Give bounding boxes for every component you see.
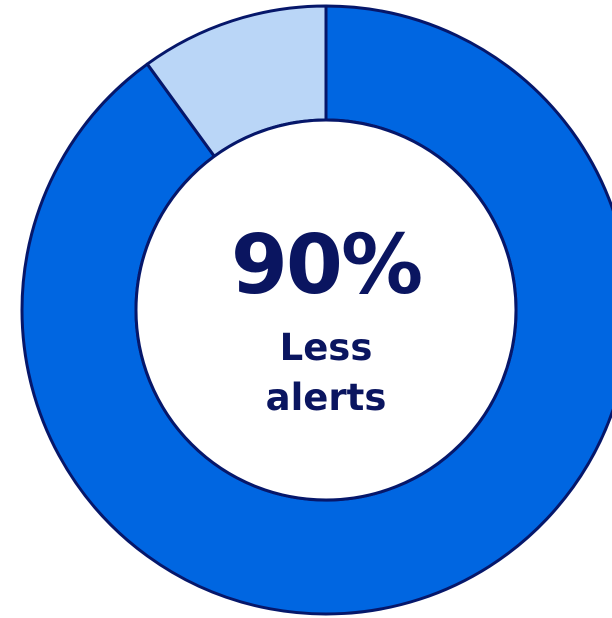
center-value-label: 90% <box>231 218 421 313</box>
donut-center-hole <box>134 118 518 502</box>
center-caption-line-2: alerts <box>266 376 387 419</box>
center-caption-line-1: Less <box>280 326 373 369</box>
